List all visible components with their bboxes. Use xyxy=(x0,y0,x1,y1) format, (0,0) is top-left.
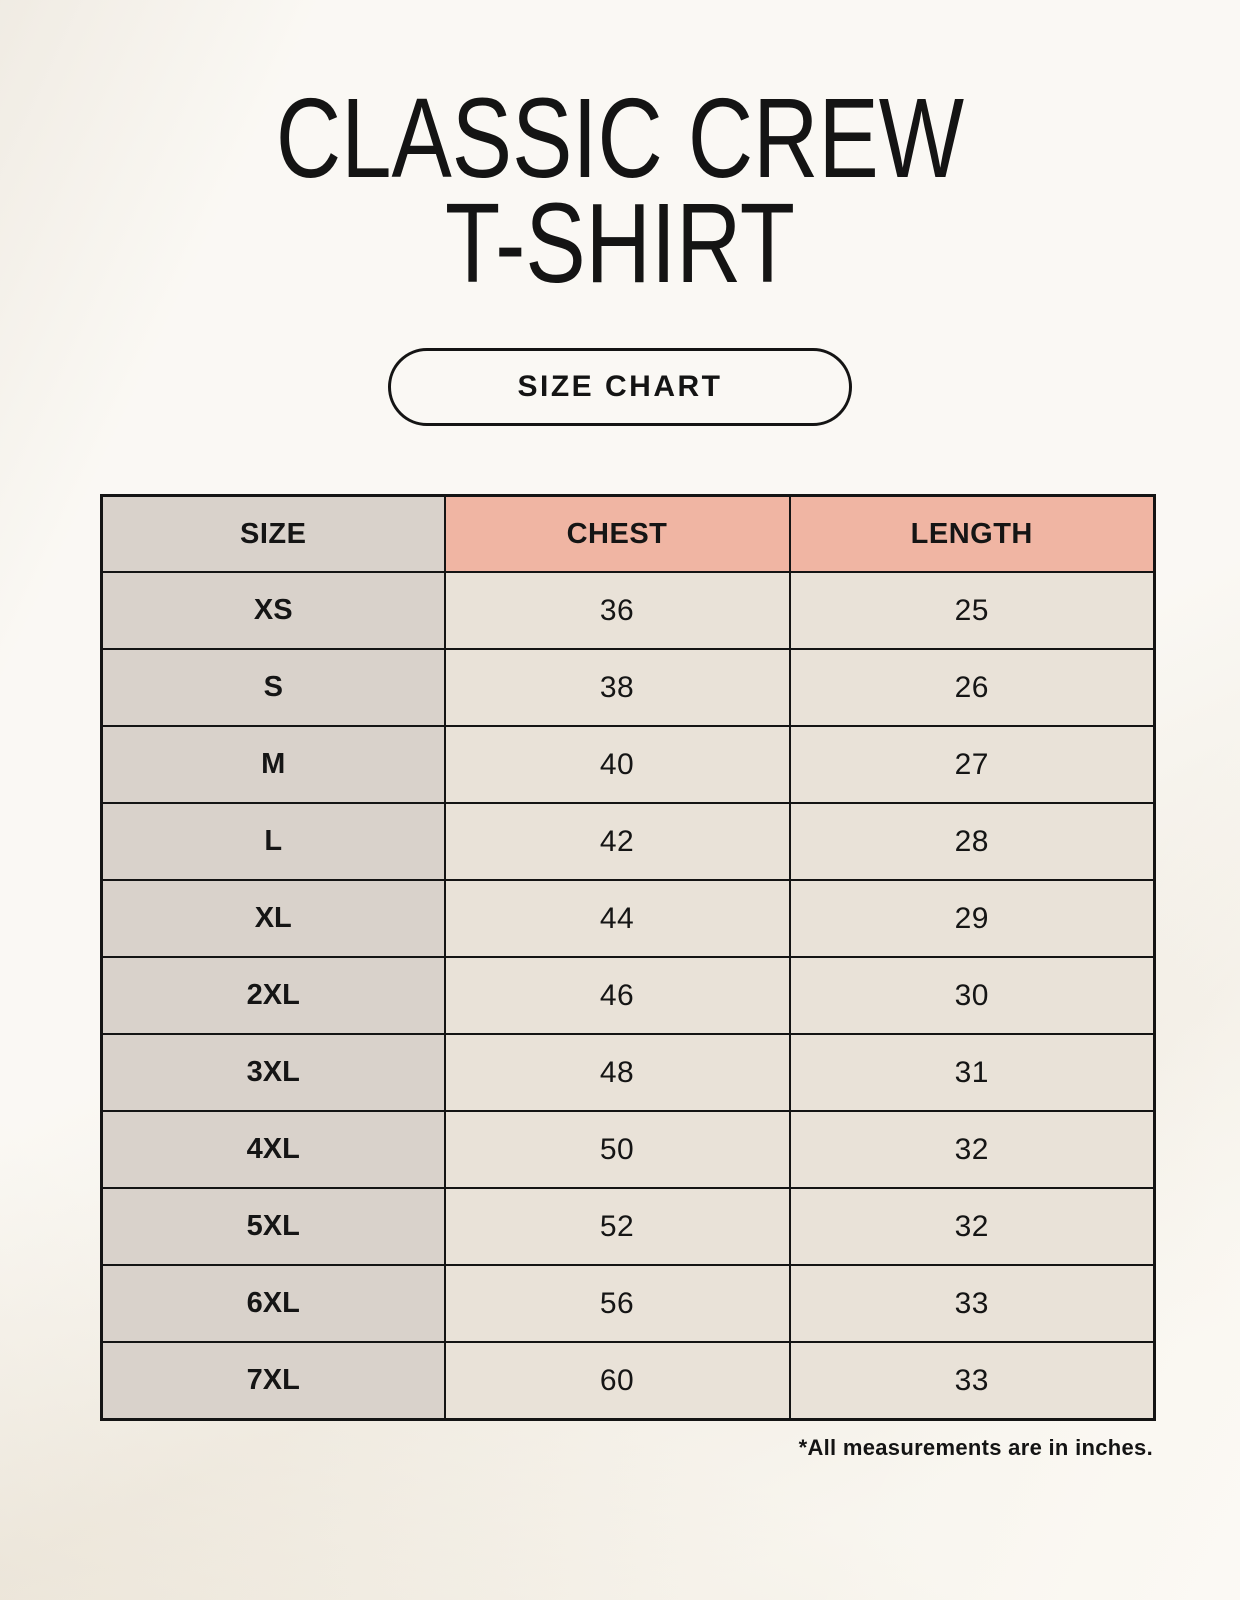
column-header-length: LENGTH xyxy=(788,494,1156,574)
length-cell: 33 xyxy=(788,1264,1156,1344)
table-header-row: SIZE CHEST LENGTH xyxy=(100,494,1156,574)
page-title-line-1: CLASSIC CREW xyxy=(275,75,965,201)
table-row: XS 36 25 xyxy=(100,571,1156,651)
size-cell: 5XL xyxy=(100,1187,446,1267)
table-row: 4XL 50 32 xyxy=(100,1110,1156,1190)
chest-cell: 48 xyxy=(443,1033,791,1113)
chest-cell: 42 xyxy=(443,802,791,882)
chest-cell: 36 xyxy=(443,571,791,651)
column-header-size: SIZE xyxy=(100,494,446,574)
length-cell: 29 xyxy=(788,879,1156,959)
size-cell: XL xyxy=(100,879,446,959)
table-row: 5XL 52 32 xyxy=(100,1187,1156,1267)
chest-cell: 60 xyxy=(443,1341,791,1421)
size-cell: L xyxy=(100,802,446,882)
length-cell: 31 xyxy=(788,1033,1156,1113)
size-cell: 2XL xyxy=(100,956,446,1036)
table-row: L 42 28 xyxy=(100,802,1156,882)
page-title: CLASSIC CREW T-SHIRT xyxy=(124,0,1116,307)
size-cell: XS xyxy=(100,571,446,651)
chest-cell: 50 xyxy=(443,1110,791,1190)
size-chart-button-label: SIZE CHART xyxy=(517,370,723,404)
size-cell: S xyxy=(100,648,446,728)
length-cell: 25 xyxy=(788,571,1156,651)
chest-cell: 56 xyxy=(443,1264,791,1344)
length-cell: 26 xyxy=(788,648,1156,728)
length-cell: 28 xyxy=(788,802,1156,882)
size-chart-button[interactable]: SIZE CHART xyxy=(388,348,852,427)
length-cell: 33 xyxy=(788,1341,1156,1421)
chest-cell: 38 xyxy=(443,648,791,728)
chest-cell: 44 xyxy=(443,879,791,959)
page-title-line-2: T-SHIRT xyxy=(445,180,795,307)
size-cell: 4XL xyxy=(100,1110,446,1190)
measurements-footnote: *All measurements are in inches. xyxy=(798,1435,1153,1461)
table-row: XL 44 29 xyxy=(100,879,1156,959)
chest-cell: 40 xyxy=(443,725,791,805)
table-row: 3XL 48 31 xyxy=(100,1033,1156,1113)
length-cell: 32 xyxy=(788,1187,1156,1267)
size-cell: 6XL xyxy=(100,1264,446,1344)
chest-cell: 46 xyxy=(443,956,791,1036)
table-row: 7XL 60 33 xyxy=(100,1341,1156,1421)
size-cell: 3XL xyxy=(100,1033,446,1113)
page: CLASSIC CREW T-SHIRT SIZE CHART SIZE CHE… xyxy=(100,0,1156,1461)
chest-cell: 52 xyxy=(443,1187,791,1267)
length-cell: 27 xyxy=(788,725,1156,805)
column-header-chest: CHEST xyxy=(443,494,791,574)
size-chart-table: SIZE CHEST LENGTH XS 36 25 S 38 26 M 40 … xyxy=(100,494,1156,1422)
table-body: XS 36 25 S 38 26 M 40 27 L 42 28 XL 44 xyxy=(100,571,1156,1421)
size-cell: M xyxy=(100,725,446,805)
length-cell: 30 xyxy=(788,956,1156,1036)
table-header: SIZE CHEST LENGTH xyxy=(100,494,1156,574)
table-row: 2XL 46 30 xyxy=(100,956,1156,1036)
table-row: 6XL 56 33 xyxy=(100,1264,1156,1344)
table-row: M 40 27 xyxy=(100,725,1156,805)
table-row: S 38 26 xyxy=(100,648,1156,728)
size-cell: 7XL xyxy=(100,1341,446,1421)
length-cell: 32 xyxy=(788,1110,1156,1190)
